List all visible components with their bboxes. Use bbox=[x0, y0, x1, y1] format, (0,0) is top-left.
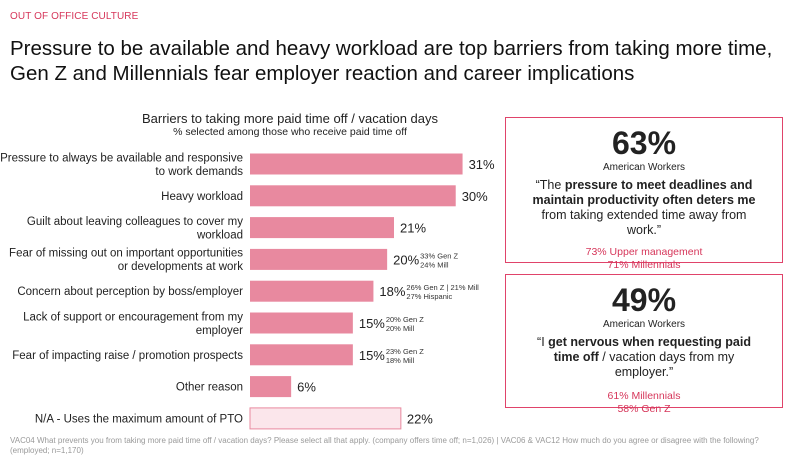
callout-quote: “I get nervous when requesting paid time… bbox=[537, 335, 751, 379]
segment-note: 33% Gen Z bbox=[420, 251, 458, 260]
callout-stat: 63% bbox=[611, 125, 677, 161]
callout-stat: 49% bbox=[611, 282, 677, 318]
value-label: 15% bbox=[359, 348, 385, 363]
category-label: employer bbox=[196, 325, 243, 337]
category-label: Fear of impacting raise / promotion pros… bbox=[12, 350, 243, 362]
category-label: Fear of missing out on important opportu… bbox=[9, 248, 243, 260]
category-label: Other reason bbox=[176, 382, 243, 394]
callout-detail: 71% Millennials bbox=[607, 259, 681, 271]
callout-audience: American Workers bbox=[602, 162, 686, 173]
bar bbox=[249, 407, 402, 430]
callout-detail: 61% Millennials bbox=[607, 390, 681, 402]
bar-chart: Pressure to always be available and resp… bbox=[0, 152, 495, 430]
callout-audience: American Workers bbox=[602, 319, 686, 330]
footnote: VAC04 What prevents you from taking more… bbox=[10, 436, 759, 455]
bar bbox=[250, 248, 388, 270]
value-label: 20% bbox=[393, 252, 419, 267]
bar bbox=[250, 376, 292, 398]
chart-subtitle: % selected among those who receive paid … bbox=[173, 126, 407, 138]
category-label: Heavy workload bbox=[161, 191, 243, 203]
callout-detail: 58% Gen Z bbox=[617, 403, 671, 415]
segment-note: 18% Mill bbox=[386, 356, 415, 365]
category-label: or developments at work bbox=[118, 261, 244, 273]
segment-note: 26% Gen Z | 21% Mill bbox=[406, 283, 479, 292]
section-label: OUT OF OFFICE CULTURE bbox=[10, 11, 139, 22]
bar bbox=[250, 344, 353, 366]
category-label: Concern about perception by boss/employe… bbox=[17, 286, 243, 298]
value-label: 30% bbox=[462, 189, 488, 204]
category-label: workload bbox=[196, 229, 243, 241]
bar bbox=[250, 312, 353, 334]
callout-detail: 73% Upper management bbox=[585, 246, 703, 258]
segment-note: 24% Mill bbox=[420, 260, 449, 269]
value-label: 31% bbox=[469, 157, 495, 172]
chart-title: Barriers to taking more paid time off / … bbox=[141, 111, 438, 126]
value-label: 18% bbox=[379, 284, 405, 299]
category-label: Lack of support or encouragement from my bbox=[23, 311, 243, 323]
segment-note: 20% Mill bbox=[386, 324, 415, 333]
category-label: Pressure to always be available and resp… bbox=[0, 152, 243, 164]
value-label: 21% bbox=[400, 221, 426, 236]
category-label: N/A - Uses the maximum amount of PTO bbox=[35, 413, 243, 425]
page-title: Pressure to be available and heavy workl… bbox=[10, 37, 773, 85]
bar bbox=[250, 185, 456, 207]
callout-box-1: 63% American Workers “The pressure to me… bbox=[505, 117, 783, 271]
bar bbox=[250, 153, 463, 175]
category-label: to work demands bbox=[155, 166, 243, 178]
value-label: 6% bbox=[297, 380, 316, 395]
category-label: Guilt about leaving colleagues to cover … bbox=[27, 216, 243, 228]
segment-note: 27% Hispanic bbox=[406, 292, 452, 301]
segment-note: 20% Gen Z bbox=[386, 315, 424, 324]
bar bbox=[250, 217, 394, 239]
value-label: 22% bbox=[407, 411, 433, 426]
bar bbox=[250, 280, 374, 302]
value-label: 15% bbox=[359, 316, 385, 331]
segment-note: 23% Gen Z bbox=[386, 347, 424, 356]
callout-quote: “The pressure to meet deadlines and main… bbox=[532, 178, 756, 237]
callout-box-2: 49% American Workers “I get nervous when… bbox=[505, 274, 783, 415]
